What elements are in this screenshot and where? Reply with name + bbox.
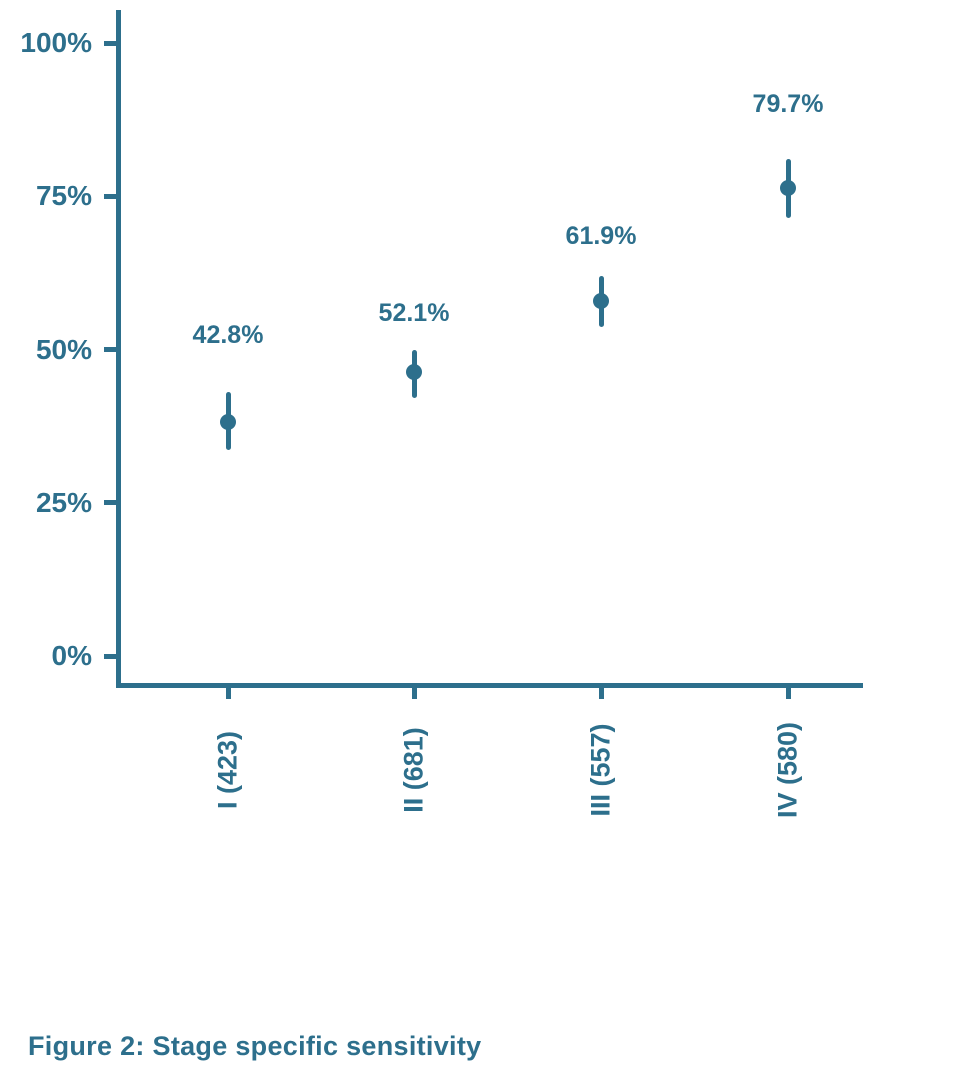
point-marker [593, 293, 609, 310]
y-tick [104, 653, 118, 659]
point-value-label: 52.1% [378, 298, 450, 327]
x-tick [411, 686, 417, 699]
y-tick-label: 50% [35, 333, 92, 365]
x-tick [225, 686, 231, 699]
x-tick-label: II (681) [398, 727, 429, 813]
x-axis-line [116, 683, 863, 688]
y-tick [104, 500, 118, 506]
point-marker [406, 364, 422, 381]
y-tick [104, 193, 118, 199]
stage-sensitivity-chart: 100% 75% 50% 25% 0% I (423) II (681) III (557)… [20, 10, 863, 819]
point-marker [220, 413, 236, 430]
x-tick [785, 686, 791, 699]
y-tick-label: 0% [51, 640, 92, 671]
point-value-label: 79.7% [752, 90, 824, 119]
x-tick-label: III (557) [585, 723, 616, 817]
y-tick-label: 25% [35, 486, 92, 518]
point-marker [780, 180, 796, 197]
figure-caption: Figure 2: Stage specific sensitivity [28, 1031, 482, 1061]
x-tick [598, 686, 604, 699]
y-tick [104, 40, 118, 46]
x-tick-label: I (423) [212, 730, 243, 810]
point-value-label: 42.8% [192, 320, 264, 349]
point-value-label: 61.9% [565, 222, 637, 251]
y-tick [104, 347, 118, 352]
y-tick-label: 100% [20, 27, 92, 58]
y-axis-line [116, 10, 121, 688]
x-tick-label: IV (580) [772, 721, 803, 819]
y-tick-label: 75% [35, 180, 92, 212]
